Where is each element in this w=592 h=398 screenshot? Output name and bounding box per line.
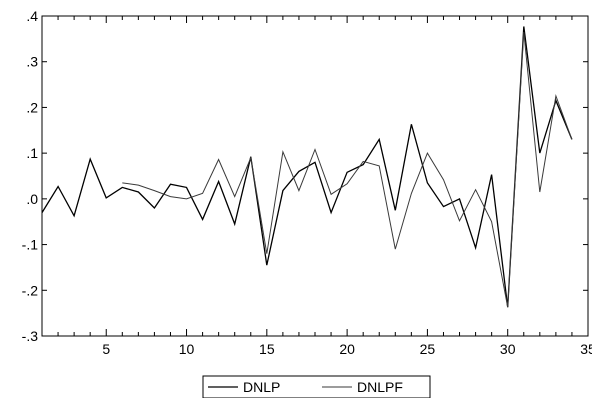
series-line-dnlpf: [122, 31, 573, 308]
x-tick-label: 35: [580, 341, 592, 357]
y-tick-label: .0: [26, 191, 38, 207]
y-tick-label: -.1: [22, 237, 39, 253]
legend: DNLP DNLPF: [202, 375, 431, 398]
x-tick-label: 25: [420, 341, 436, 357]
y-tick-label: -.3: [22, 328, 39, 344]
legend-label-dnlpf: DNLPF: [357, 379, 403, 395]
x-tick-label: 10: [179, 341, 195, 357]
y-tick-label: .1: [26, 145, 38, 161]
plot-area: [41, 15, 589, 337]
y-tick-label: -.2: [22, 282, 39, 298]
series-line-dnlp: [41, 26, 573, 308]
x-tick-label: 20: [339, 341, 355, 357]
x-axis: 5 10 15 20 25 30 35: [41, 16, 592, 357]
y-tick-label: .3: [26, 54, 38, 70]
legend-label-dnlp: DNLP: [243, 379, 280, 395]
x-tick-label: 15: [259, 341, 275, 357]
y-tick-label: .4: [26, 8, 38, 24]
x-tick-label: 30: [500, 341, 516, 357]
x-tick-label: 5: [102, 341, 110, 357]
series-layer: [41, 26, 573, 308]
legend-box: [202, 375, 431, 398]
y-tick-label: .2: [26, 99, 38, 115]
y-axis: -.3 -.2 -.1 .0 .1 .2 .3 .4: [22, 8, 588, 344]
